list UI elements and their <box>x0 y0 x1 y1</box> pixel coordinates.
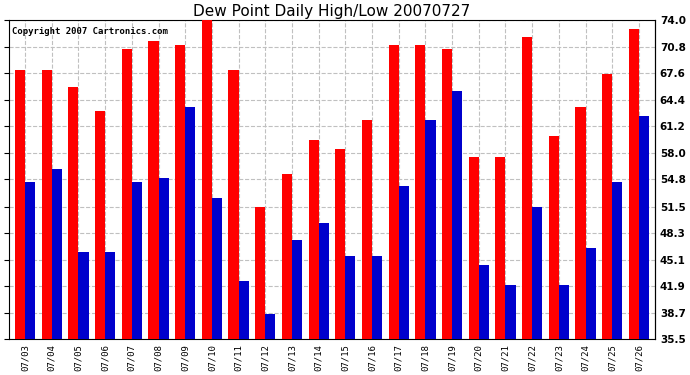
Bar <box>559 285 569 339</box>
Bar <box>452 91 462 339</box>
Bar <box>602 74 612 339</box>
Bar <box>319 223 329 339</box>
Bar <box>549 136 559 339</box>
Bar <box>629 28 639 339</box>
Bar <box>282 174 292 339</box>
Bar <box>255 207 265 339</box>
Bar <box>239 281 248 339</box>
Bar <box>105 252 115 339</box>
Bar <box>426 120 435 339</box>
Bar <box>495 157 506 339</box>
Bar <box>575 107 586 339</box>
Bar <box>52 170 62 339</box>
Bar <box>612 182 622 339</box>
Bar <box>95 111 105 339</box>
Bar <box>586 248 595 339</box>
Text: Copyright 2007 Cartronics.com: Copyright 2007 Cartronics.com <box>12 27 168 36</box>
Bar <box>399 186 409 339</box>
Bar <box>308 140 319 339</box>
Bar <box>506 285 515 339</box>
Bar <box>68 87 79 339</box>
Bar <box>175 45 185 339</box>
Bar <box>346 256 355 339</box>
Bar <box>148 41 159 339</box>
Bar <box>292 240 302 339</box>
Bar <box>159 178 168 339</box>
Bar <box>228 70 239 339</box>
Bar <box>265 314 275 339</box>
Bar <box>372 256 382 339</box>
Bar <box>185 107 195 339</box>
Bar <box>388 45 399 339</box>
Bar <box>469 157 479 339</box>
Title: Dew Point Daily High/Low 20070727: Dew Point Daily High/Low 20070727 <box>193 4 471 19</box>
Bar <box>212 198 222 339</box>
Bar <box>132 182 142 339</box>
Bar <box>522 37 532 339</box>
Bar <box>442 49 452 339</box>
Bar <box>639 116 649 339</box>
Bar <box>532 207 542 339</box>
Bar <box>335 148 346 339</box>
Bar <box>415 45 426 339</box>
Bar <box>15 70 25 339</box>
Bar <box>41 70 52 339</box>
Bar <box>201 20 212 339</box>
Bar <box>79 252 88 339</box>
Bar <box>362 120 372 339</box>
Bar <box>121 49 132 339</box>
Bar <box>479 265 489 339</box>
Bar <box>25 182 35 339</box>
